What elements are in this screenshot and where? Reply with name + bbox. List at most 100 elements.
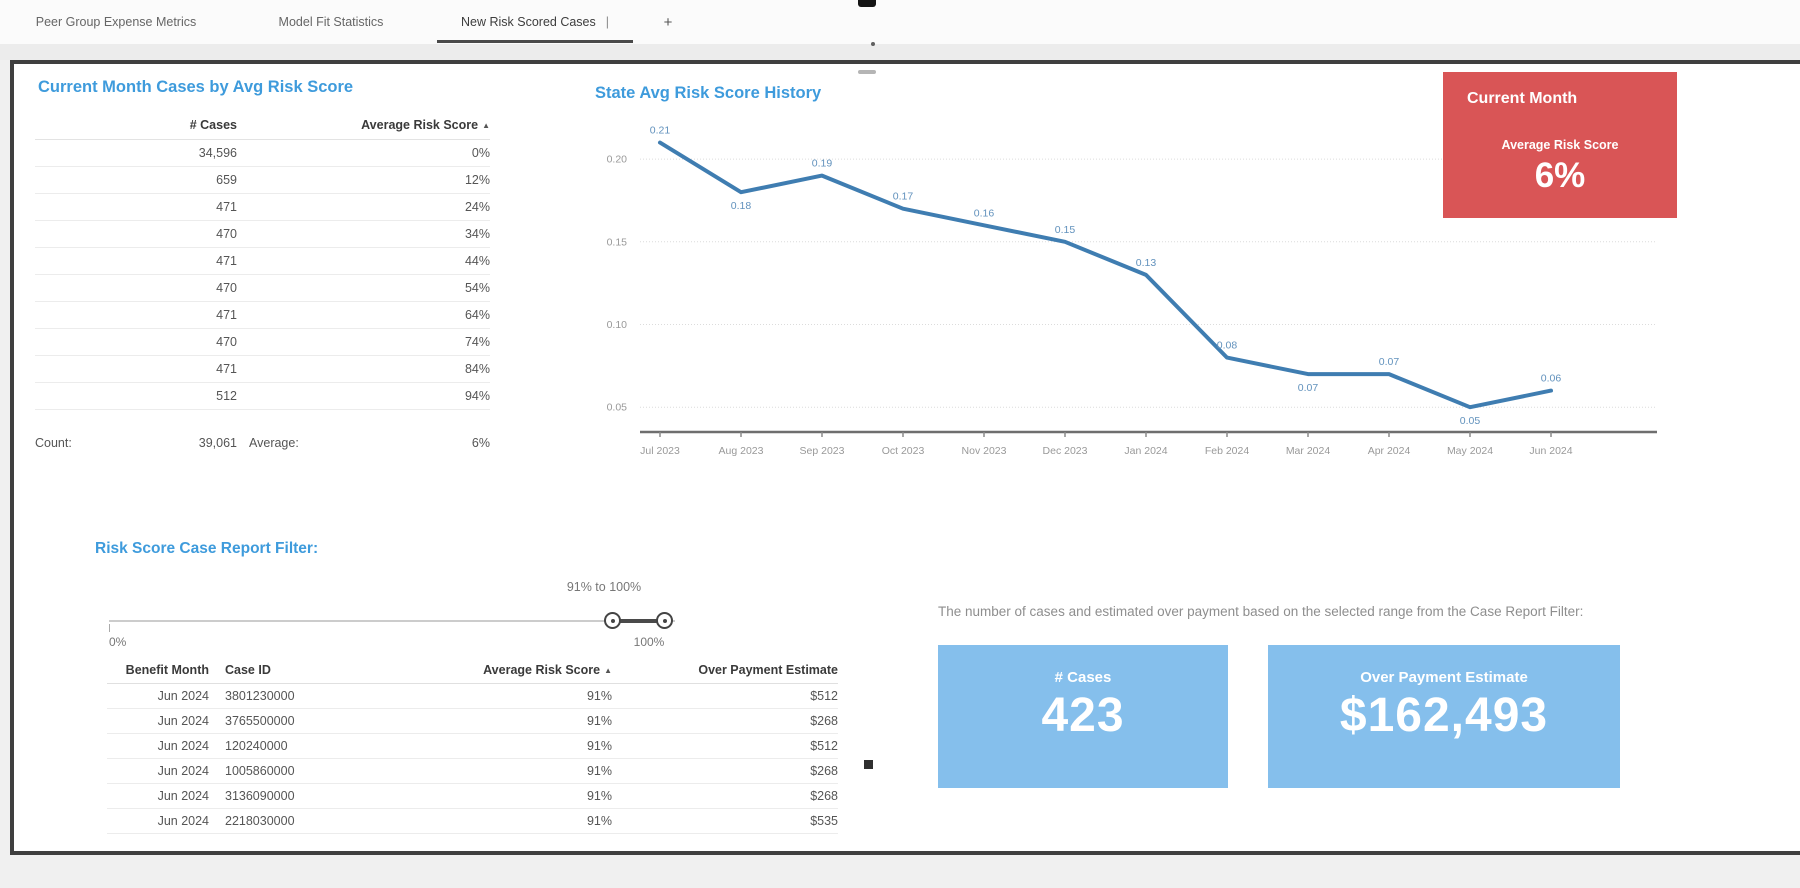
column-header-case-id[interactable]: Case ID bbox=[225, 662, 271, 677]
table-row[interactable]: Jun 2024 1005860000 91% $268 bbox=[107, 759, 838, 784]
data-point-label: 0.08 bbox=[1217, 340, 1238, 352]
data-point-label: 0.05 bbox=[1460, 415, 1481, 427]
score-cell: 0% bbox=[471, 146, 490, 160]
tab-label: New Risk Scored Cases bbox=[460, 15, 596, 29]
kpi-card-value: 6% bbox=[1534, 156, 1586, 195]
slider-handle-min[interactable] bbox=[604, 612, 621, 629]
y-tick-label: 0.20 bbox=[607, 154, 628, 166]
column-header-over-payment-estimate[interactable]: Over Payment Estimate bbox=[698, 662, 838, 677]
table-row[interactable]: Jun 2024 2218030000 91% $535 bbox=[107, 809, 838, 834]
cases-cell: 470 bbox=[216, 335, 237, 349]
score-table-title: Current Month Cases by Avg Risk Score bbox=[38, 78, 354, 96]
estimate-cell: $268 bbox=[810, 764, 838, 778]
current-month-kpi-card: Current Month Average Risk Score 6% bbox=[1443, 72, 1677, 218]
score-table-body: 34,596 0% 659 12% 471 24% 470 34% 471 44% 470 54% 47… bbox=[35, 140, 490, 410]
benefit-month-cell: Jun 2024 bbox=[157, 714, 209, 728]
cases-card-label: # Cases bbox=[1054, 669, 1112, 686]
table-row[interactable]: Jun 2024 3765500000 91% $268 bbox=[107, 709, 838, 734]
average-value: 6% bbox=[471, 436, 490, 450]
data-point-label: 0.16 bbox=[974, 207, 995, 219]
canvas-resize-handle[interactable] bbox=[864, 760, 873, 769]
data-point-label: 0.07 bbox=[1379, 356, 1400, 368]
column-header-benefit-month[interactable]: Benefit Month bbox=[125, 662, 209, 677]
table-row[interactable]: 659 12% bbox=[35, 167, 490, 194]
table-row[interactable]: 471 24% bbox=[35, 194, 490, 221]
kpi-card-label: Average Risk Score bbox=[1501, 138, 1619, 152]
top-dot-marker bbox=[871, 42, 875, 46]
table-row[interactable]: 470 54% bbox=[35, 275, 490, 302]
cases-cell: 659 bbox=[216, 173, 237, 187]
table-row[interactable]: 471 64% bbox=[35, 302, 490, 329]
count-cell: Count: 39,061 bbox=[35, 436, 237, 450]
score-cell: 44% bbox=[464, 254, 490, 268]
tab-model-fit-statistics[interactable]: Model Fit Statistics bbox=[252, 0, 410, 44]
data-point-label: 0.17 bbox=[893, 191, 914, 203]
cases-cell: 471 bbox=[216, 362, 237, 376]
trend-line[interactable] bbox=[658, 140, 1553, 410]
table-row[interactable]: Jun 2024 3801230000 91% $512 bbox=[107, 684, 838, 709]
table-row[interactable]: 512 94% bbox=[35, 383, 490, 410]
table-row[interactable]: Jun 2024 120240000 91% $512 bbox=[107, 734, 838, 759]
risk-score-cell: 91% bbox=[586, 764, 612, 778]
history-chart-title: State Avg Risk Score History bbox=[595, 84, 822, 102]
risk-score-cell: 91% bbox=[586, 814, 612, 828]
slider-track[interactable] bbox=[109, 620, 675, 622]
cases-cell: 34,596 bbox=[198, 146, 237, 160]
tab-label: Peer Group Expense Metrics bbox=[35, 15, 197, 29]
x-tick-label: Aug 2023 bbox=[719, 445, 764, 457]
tab-new-risk-scored-cases[interactable]: New Risk Scored Cases | bbox=[437, 0, 633, 44]
over-payment-card-value: $162,493 bbox=[1339, 689, 1549, 742]
case-id-cell: 3136090000 bbox=[225, 789, 295, 803]
table-row[interactable]: 34,596 0% bbox=[35, 140, 490, 167]
x-tick-label: Apr 2024 bbox=[1368, 445, 1411, 457]
x-tick-label: Feb 2024 bbox=[1205, 445, 1250, 457]
x-tick-label: Sep 2023 bbox=[800, 445, 845, 457]
x-tick-label: Mar 2024 bbox=[1286, 445, 1331, 457]
table-row[interactable]: Jun 2024 3136090000 91% $268 bbox=[107, 784, 838, 809]
score-cell: 84% bbox=[464, 362, 490, 376]
case-id-cell: 1005860000 bbox=[225, 764, 295, 778]
score-cell: 94% bbox=[464, 389, 490, 403]
estimate-cell: $512 bbox=[810, 689, 838, 703]
slider-start-tick bbox=[109, 624, 110, 632]
slider-max-label: 100% bbox=[633, 635, 665, 649]
benefit-month-cell: Jun 2024 bbox=[157, 764, 209, 778]
add-tab-button[interactable]: + bbox=[663, 13, 673, 31]
y-tick-label: 0.15 bbox=[607, 236, 628, 248]
count-value: 39,061 bbox=[198, 436, 237, 450]
column-header-avg-risk-score[interactable]: Average Risk Score ▲ bbox=[361, 117, 490, 132]
table-row[interactable]: 470 74% bbox=[35, 329, 490, 356]
table-row[interactable]: 471 84% bbox=[35, 356, 490, 383]
x-tick-label: Dec 2023 bbox=[1043, 445, 1088, 457]
cases-count-card: # Cases 423 bbox=[938, 645, 1228, 788]
over-payment-card: Over Payment Estimate $162,493 bbox=[1268, 645, 1620, 788]
case-id-cell: 3801230000 bbox=[225, 689, 295, 703]
score-cell: 64% bbox=[464, 308, 490, 322]
benefit-month-cell: Jun 2024 bbox=[157, 689, 209, 703]
column-header-cases[interactable]: # Cases bbox=[189, 117, 237, 132]
data-point-label: 0.19 bbox=[812, 158, 833, 170]
sort-ascending-icon: ▲ bbox=[604, 665, 612, 675]
active-tab-underline bbox=[437, 40, 633, 43]
table-row[interactable]: 471 44% bbox=[35, 248, 490, 275]
cases-cell: 471 bbox=[216, 254, 237, 268]
x-tick-label: Nov 2023 bbox=[962, 445, 1007, 457]
chart-menu-grip-icon[interactable] bbox=[858, 70, 876, 74]
cases-cell: 512 bbox=[216, 389, 237, 403]
cases-card-value: 423 bbox=[1041, 689, 1125, 742]
table-row[interactable]: 470 34% bbox=[35, 221, 490, 248]
slider-selected-range[interactable] bbox=[613, 619, 665, 623]
score-cell: 34% bbox=[464, 227, 490, 241]
cases-cell: 471 bbox=[216, 200, 237, 214]
summary-description: The number of cases and estimated over p… bbox=[938, 604, 1584, 619]
y-tick-label: 0.05 bbox=[607, 402, 628, 414]
tab-peer-group-expense-metrics[interactable]: Peer Group Expense Metrics bbox=[10, 0, 222, 44]
benefit-month-cell: Jun 2024 bbox=[157, 789, 209, 803]
kpi-card-title: Current Month bbox=[1467, 90, 1578, 107]
slider-handle-max[interactable] bbox=[656, 612, 673, 629]
column-header-average-risk-score[interactable]: Average Risk Score ▲ bbox=[483, 662, 612, 677]
count-label: Count: bbox=[35, 436, 72, 450]
risk-score-range-slider: 91% to 100% 0% 100% bbox=[109, 578, 675, 650]
risk-score-cell: 91% bbox=[586, 714, 612, 728]
